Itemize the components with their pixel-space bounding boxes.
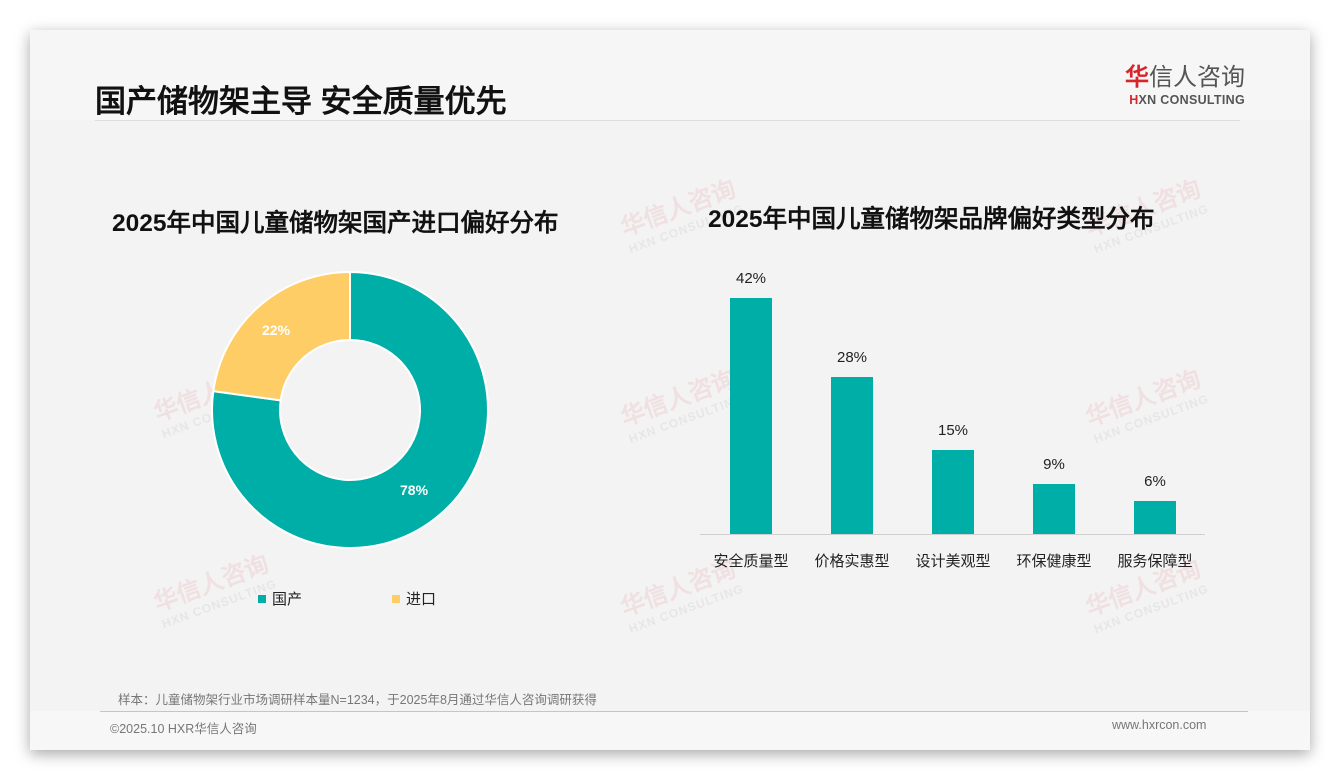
bar-design-aesthetics[interactable] <box>932 450 974 534</box>
bar-service-guarantee[interactable] <box>1134 501 1176 534</box>
logo-cn: 华信人咨询 <box>1110 64 1245 92</box>
brand-logo: 华信人咨询 HXN CONSULTING <box>1110 64 1245 107</box>
footer-divider <box>100 711 1248 712</box>
donut-label-imported: 22% <box>262 322 291 338</box>
logo-en-highlight: H <box>1129 93 1139 107</box>
logo-cn-rest: 信人咨询 <box>1149 64 1245 91</box>
header-divider <box>95 120 1240 121</box>
bar-eco-health[interactable] <box>1033 484 1075 534</box>
website-link[interactable]: www.hxrcon.com <box>1112 718 1207 732</box>
x-axis-label: 安全质量型 <box>713 553 789 570</box>
legend-item-imported[interactable]: 进口 <box>392 588 436 609</box>
legend-label-imported: 进口 <box>406 591 437 608</box>
logo-cn-highlight: 华 <box>1125 64 1149 91</box>
logo-en: HXN CONSULTING <box>1110 93 1245 107</box>
legend-swatch-imported <box>392 594 400 603</box>
x-axis-label: 服务保障型 <box>1117 553 1193 570</box>
x-axis-line <box>700 534 1205 535</box>
sample-note: 样本：儿童储物架行业市场调研样本量N=1234，于2025年8月通过华信人咨询调… <box>118 693 597 707</box>
bar-value: 15% <box>937 422 969 439</box>
legend-swatch-domestic <box>258 594 266 603</box>
bar-chart-title: 2025年中国儿童储物架品牌偏好类型分布 <box>708 206 1155 233</box>
page-title: 国产储物架主导 安全质量优先 <box>95 84 507 119</box>
x-axis-label: 设计美观型 <box>915 553 991 570</box>
bar-value: 6% <box>1144 473 1166 490</box>
bar-price-value[interactable] <box>831 377 873 534</box>
copyright: ©2025.10 HXR华信人咨询 <box>110 722 257 736</box>
bar-safety-quality[interactable] <box>730 298 772 534</box>
header-band <box>30 30 1310 120</box>
footer-band <box>30 711 1310 750</box>
slide: 国产储物架主导 安全质量优先 华信人咨询 HXN CONSULTING 华信人咨… <box>30 30 1310 750</box>
bar-value: 9% <box>1043 456 1065 473</box>
logo-en-rest: XN CONSULTING <box>1138 93 1245 107</box>
bar-value: 42% <box>735 270 767 287</box>
legend-item-domestic[interactable]: 国产 <box>258 588 302 609</box>
x-axis-label: 环保健康型 <box>1016 553 1092 570</box>
x-axis-label: 价格实惠型 <box>814 553 890 570</box>
donut-slice-imported[interactable] <box>212 270 351 402</box>
donut-chart-title: 2025年中国儿童储物架国产进口偏好分布 <box>112 210 559 237</box>
legend-label-domestic: 国产 <box>272 591 303 608</box>
donut-chart <box>211 270 489 549</box>
donut-label-domestic: 78% <box>400 482 429 498</box>
donut-slice-domestic[interactable] <box>211 270 489 549</box>
bar-value: 28% <box>836 349 868 366</box>
